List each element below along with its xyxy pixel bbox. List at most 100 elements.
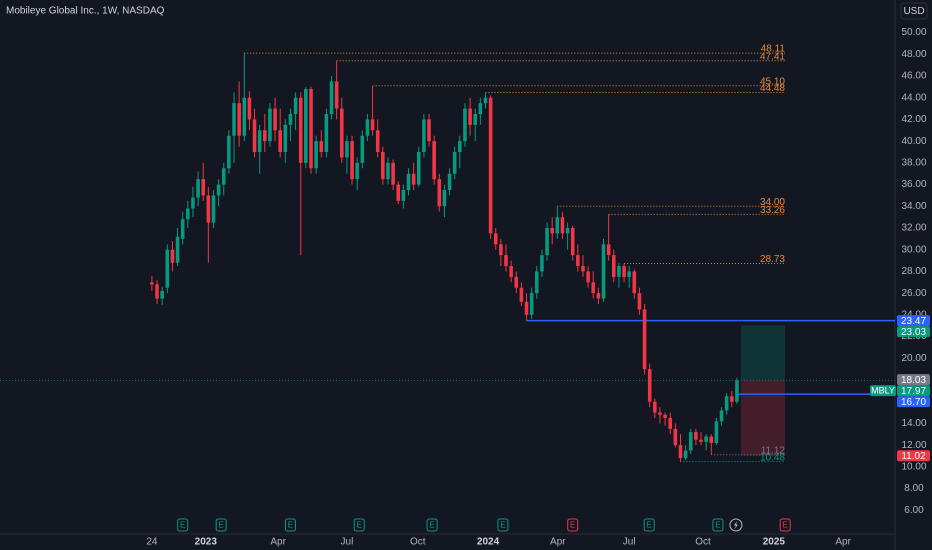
candle-body bbox=[534, 271, 539, 294]
currency[interactable]: USD bbox=[903, 6, 924, 17]
candle-body bbox=[637, 293, 642, 310]
chart-title: Mobileye Global Inc., 1W, NASDAQ bbox=[6, 6, 165, 17]
price-label: 18.03 bbox=[901, 375, 926, 386]
price-label: 17.97 bbox=[901, 386, 926, 397]
candle-body bbox=[381, 152, 385, 180]
y-tick-label: 46.00 bbox=[901, 71, 926, 82]
level-label: 44.48 bbox=[760, 83, 785, 94]
candle-body bbox=[191, 197, 195, 209]
symbol-box bbox=[870, 385, 896, 397]
candle-body bbox=[365, 119, 370, 136]
level-label: 11.12 bbox=[761, 445, 786, 456]
symbol-label: MBLY bbox=[871, 386, 895, 396]
y-tick-label: 42.00 bbox=[901, 114, 926, 125]
candle-body bbox=[175, 236, 180, 263]
stop-zone bbox=[740, 380, 785, 456]
candle-body bbox=[334, 81, 339, 109]
event-label: E bbox=[180, 521, 185, 530]
candle-body bbox=[447, 173, 452, 190]
event-label: E bbox=[500, 521, 505, 530]
candle-body bbox=[611, 255, 616, 277]
candle-body bbox=[545, 228, 549, 256]
candle-body bbox=[514, 276, 519, 288]
event-marker bbox=[779, 518, 791, 532]
candle-body bbox=[257, 130, 262, 152]
price-label: 23.03 bbox=[901, 327, 926, 338]
candle-body bbox=[391, 162, 395, 185]
candle-body bbox=[529, 293, 534, 315]
candle-body bbox=[201, 179, 206, 196]
candle-body bbox=[339, 108, 344, 158]
y-tick-label: 12.00 bbox=[901, 440, 926, 451]
candle-body bbox=[524, 301, 529, 315]
candle-body bbox=[493, 233, 498, 245]
candle-body bbox=[304, 89, 308, 163]
x-tick-label: Apr bbox=[550, 537, 566, 548]
candle-body bbox=[730, 396, 734, 402]
event-label: E bbox=[219, 521, 224, 530]
candle-body bbox=[345, 141, 349, 158]
candle-body bbox=[263, 130, 267, 142]
candle-body bbox=[586, 271, 590, 283]
y-tick-label: 38.00 bbox=[901, 157, 926, 168]
candle-body bbox=[724, 396, 729, 411]
candle-body bbox=[442, 190, 447, 207]
y-tick-label: 28.00 bbox=[901, 266, 926, 277]
candle-body bbox=[242, 97, 247, 136]
event-label: E bbox=[715, 521, 720, 530]
candle-body bbox=[735, 380, 739, 402]
level-label: 45.10 bbox=[760, 76, 785, 87]
candle-body bbox=[658, 412, 662, 415]
price-label: 23.47 bbox=[901, 316, 926, 327]
candle-body bbox=[663, 414, 667, 418]
candle-body bbox=[709, 436, 714, 443]
candle-body bbox=[360, 135, 365, 163]
candle-body bbox=[293, 97, 298, 114]
event-label: E bbox=[783, 521, 788, 530]
candle-body bbox=[519, 287, 524, 302]
level-label: 47.41 bbox=[760, 51, 785, 62]
candle-body bbox=[678, 445, 683, 459]
level-label: 28.73 bbox=[760, 254, 785, 265]
currency-button[interactable] bbox=[900, 2, 928, 20]
x-tick-label: Apr bbox=[270, 537, 286, 548]
candle-body bbox=[699, 439, 703, 442]
candle-body bbox=[504, 255, 508, 266]
candle-body bbox=[653, 401, 657, 413]
event-marker bbox=[177, 518, 189, 532]
candle-body bbox=[647, 369, 652, 402]
y-tick-label: 48.00 bbox=[901, 49, 926, 60]
candle-body bbox=[283, 124, 288, 152]
level-label: 10.48 bbox=[760, 452, 785, 463]
candle-body bbox=[576, 255, 580, 266]
candle-body bbox=[488, 97, 493, 234]
price-label-box bbox=[897, 385, 930, 397]
candle-body bbox=[314, 141, 318, 169]
candle-body bbox=[688, 432, 693, 451]
candle-body bbox=[570, 228, 575, 256]
candle-body bbox=[329, 81, 334, 114]
candle-body bbox=[155, 284, 159, 299]
event-label: E bbox=[647, 521, 652, 530]
candle-body bbox=[288, 114, 293, 125]
candle-body bbox=[401, 190, 406, 201]
candle-body bbox=[298, 97, 303, 163]
x-tick-label: 2024 bbox=[477, 537, 500, 548]
candle-body bbox=[555, 217, 560, 234]
event-label: E bbox=[429, 521, 434, 530]
y-tick-label: 50.00 bbox=[901, 27, 926, 38]
candle-body bbox=[452, 152, 457, 174]
x-tick-label: Oct bbox=[695, 537, 711, 548]
candle-body bbox=[211, 195, 216, 223]
candle-body bbox=[617, 266, 621, 277]
candle-body bbox=[719, 410, 724, 422]
candle-body bbox=[411, 173, 416, 185]
candle-body bbox=[324, 114, 329, 152]
event-marker bbox=[284, 518, 296, 532]
candle-body bbox=[596, 293, 601, 299]
candle-body bbox=[160, 290, 164, 299]
event-marker bbox=[712, 518, 724, 532]
candle-body bbox=[473, 114, 478, 125]
candle-body bbox=[416, 152, 421, 185]
candle-body bbox=[252, 119, 257, 152]
